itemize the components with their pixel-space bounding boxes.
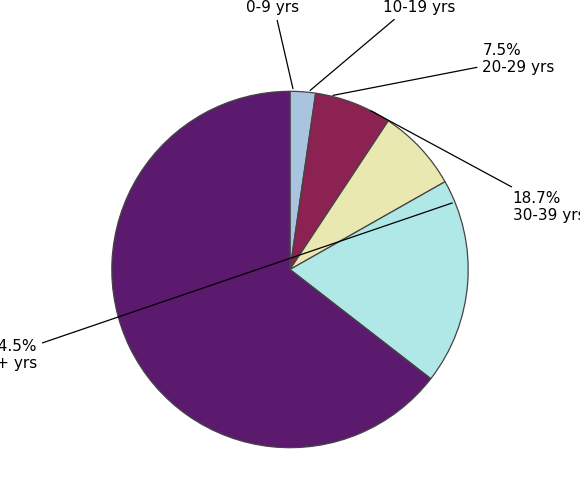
- Text: 2.3%
0-9 yrs: 2.3% 0-9 yrs: [245, 0, 299, 89]
- Wedge shape: [112, 91, 431, 448]
- Text: 18.7%
30-39 yrs: 18.7% 30-39 yrs: [371, 111, 580, 223]
- Text: 64.5%
40+ yrs: 64.5% 40+ yrs: [0, 203, 452, 371]
- Text: 7.5%
20-29 yrs: 7.5% 20-29 yrs: [333, 43, 555, 96]
- Text: 7.0%
10-19 yrs: 7.0% 10-19 yrs: [310, 0, 455, 91]
- Wedge shape: [290, 121, 445, 270]
- Wedge shape: [290, 93, 388, 270]
- Wedge shape: [290, 91, 316, 270]
- Wedge shape: [290, 182, 468, 379]
